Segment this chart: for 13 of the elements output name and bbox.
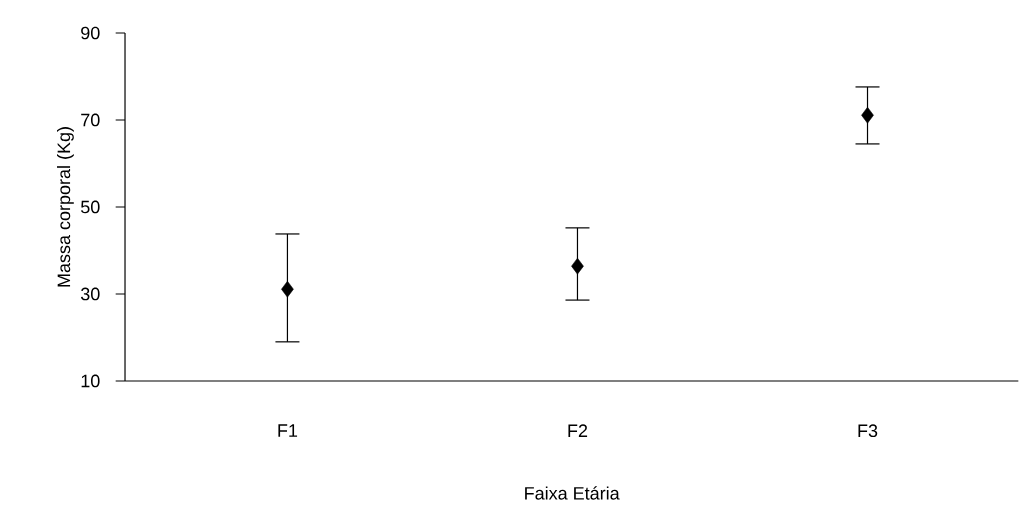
x-tick-label: F3 — [858, 424, 878, 438]
x-tick-label: F1 — [278, 424, 298, 437]
x-axis-title: Faixa Etária — [525, 486, 620, 500]
point — [571, 257, 584, 275]
y-tick-label: 50 — [80, 200, 100, 214]
y-axis-title: Massa corporal (Kg) — [57, 127, 74, 287]
y-tick-label: 70 — [81, 113, 100, 127]
point — [861, 106, 874, 124]
y-tick-label: 90 — [81, 26, 100, 40]
point — [281, 280, 294, 298]
y-tick-label: 10 — [81, 374, 100, 388]
x-tick-label: F2 — [568, 424, 588, 437]
y-tick-label: 30 — [80, 287, 100, 301]
